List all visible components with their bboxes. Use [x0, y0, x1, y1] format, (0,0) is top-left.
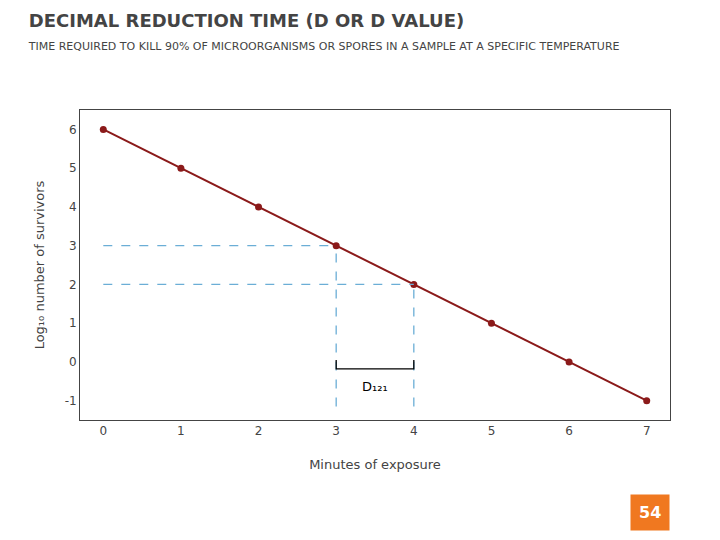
svg-text:3: 3	[332, 424, 340, 438]
svg-text:54: 54	[639, 503, 661, 522]
svg-text:4: 4	[69, 200, 77, 214]
svg-text:Log₁₀ number of survivors: Log₁₀ number of survivors	[32, 180, 47, 349]
svg-text:Minutes of exposure: Minutes of exposure	[309, 457, 441, 472]
svg-text:0: 0	[69, 355, 77, 369]
svg-text:5: 5	[69, 161, 77, 175]
svg-text:D₁₂₁: D₁₂₁	[362, 379, 388, 394]
svg-text:1: 1	[177, 424, 185, 438]
svg-text:6: 6	[69, 123, 77, 137]
svg-text:2: 2	[255, 424, 263, 438]
svg-text:5: 5	[488, 424, 496, 438]
svg-text:0: 0	[99, 424, 107, 438]
svg-text:-1: -1	[65, 394, 77, 408]
svg-text:6: 6	[565, 424, 573, 438]
svg-text:7: 7	[643, 424, 651, 438]
svg-text:3: 3	[69, 239, 77, 253]
svg-text:DECIMAL REDUCTION TIME (D OR D: DECIMAL REDUCTION TIME (D OR D VALUE)TIM…	[28, 10, 620, 53]
svg-text:4: 4	[410, 424, 418, 438]
svg-text:2: 2	[69, 278, 77, 292]
svg-text:1: 1	[69, 316, 77, 330]
